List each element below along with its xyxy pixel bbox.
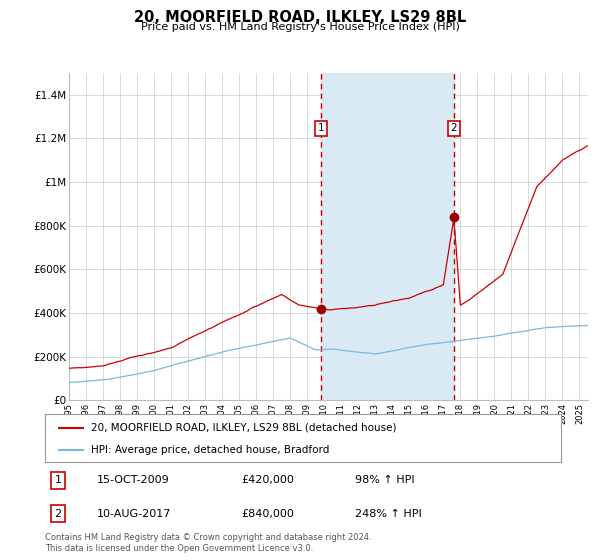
Text: 248% ↑ HPI: 248% ↑ HPI — [355, 508, 421, 519]
Text: £420,000: £420,000 — [241, 475, 294, 486]
Text: 20, MOORFIELD ROAD, ILKLEY, LS29 8BL: 20, MOORFIELD ROAD, ILKLEY, LS29 8BL — [134, 10, 466, 25]
Text: 15-OCT-2009: 15-OCT-2009 — [97, 475, 169, 486]
Text: 2: 2 — [55, 508, 61, 519]
Text: This data is licensed under the Open Government Licence v3.0.: This data is licensed under the Open Gov… — [45, 544, 313, 553]
Text: 2: 2 — [451, 124, 457, 133]
Text: 20, MOORFIELD ROAD, ILKLEY, LS29 8BL (detached house): 20, MOORFIELD ROAD, ILKLEY, LS29 8BL (de… — [91, 423, 397, 433]
Text: 1: 1 — [55, 475, 61, 486]
Text: 1: 1 — [317, 124, 324, 133]
Text: 98% ↑ HPI: 98% ↑ HPI — [355, 475, 414, 486]
Text: HPI: Average price, detached house, Bradford: HPI: Average price, detached house, Brad… — [91, 445, 330, 455]
Text: Contains HM Land Registry data © Crown copyright and database right 2024.: Contains HM Land Registry data © Crown c… — [45, 533, 371, 542]
Text: £840,000: £840,000 — [241, 508, 294, 519]
Bar — [320, 73, 454, 400]
Text: 10-AUG-2017: 10-AUG-2017 — [97, 508, 171, 519]
Text: Price paid vs. HM Land Registry's House Price Index (HPI): Price paid vs. HM Land Registry's House … — [140, 22, 460, 32]
